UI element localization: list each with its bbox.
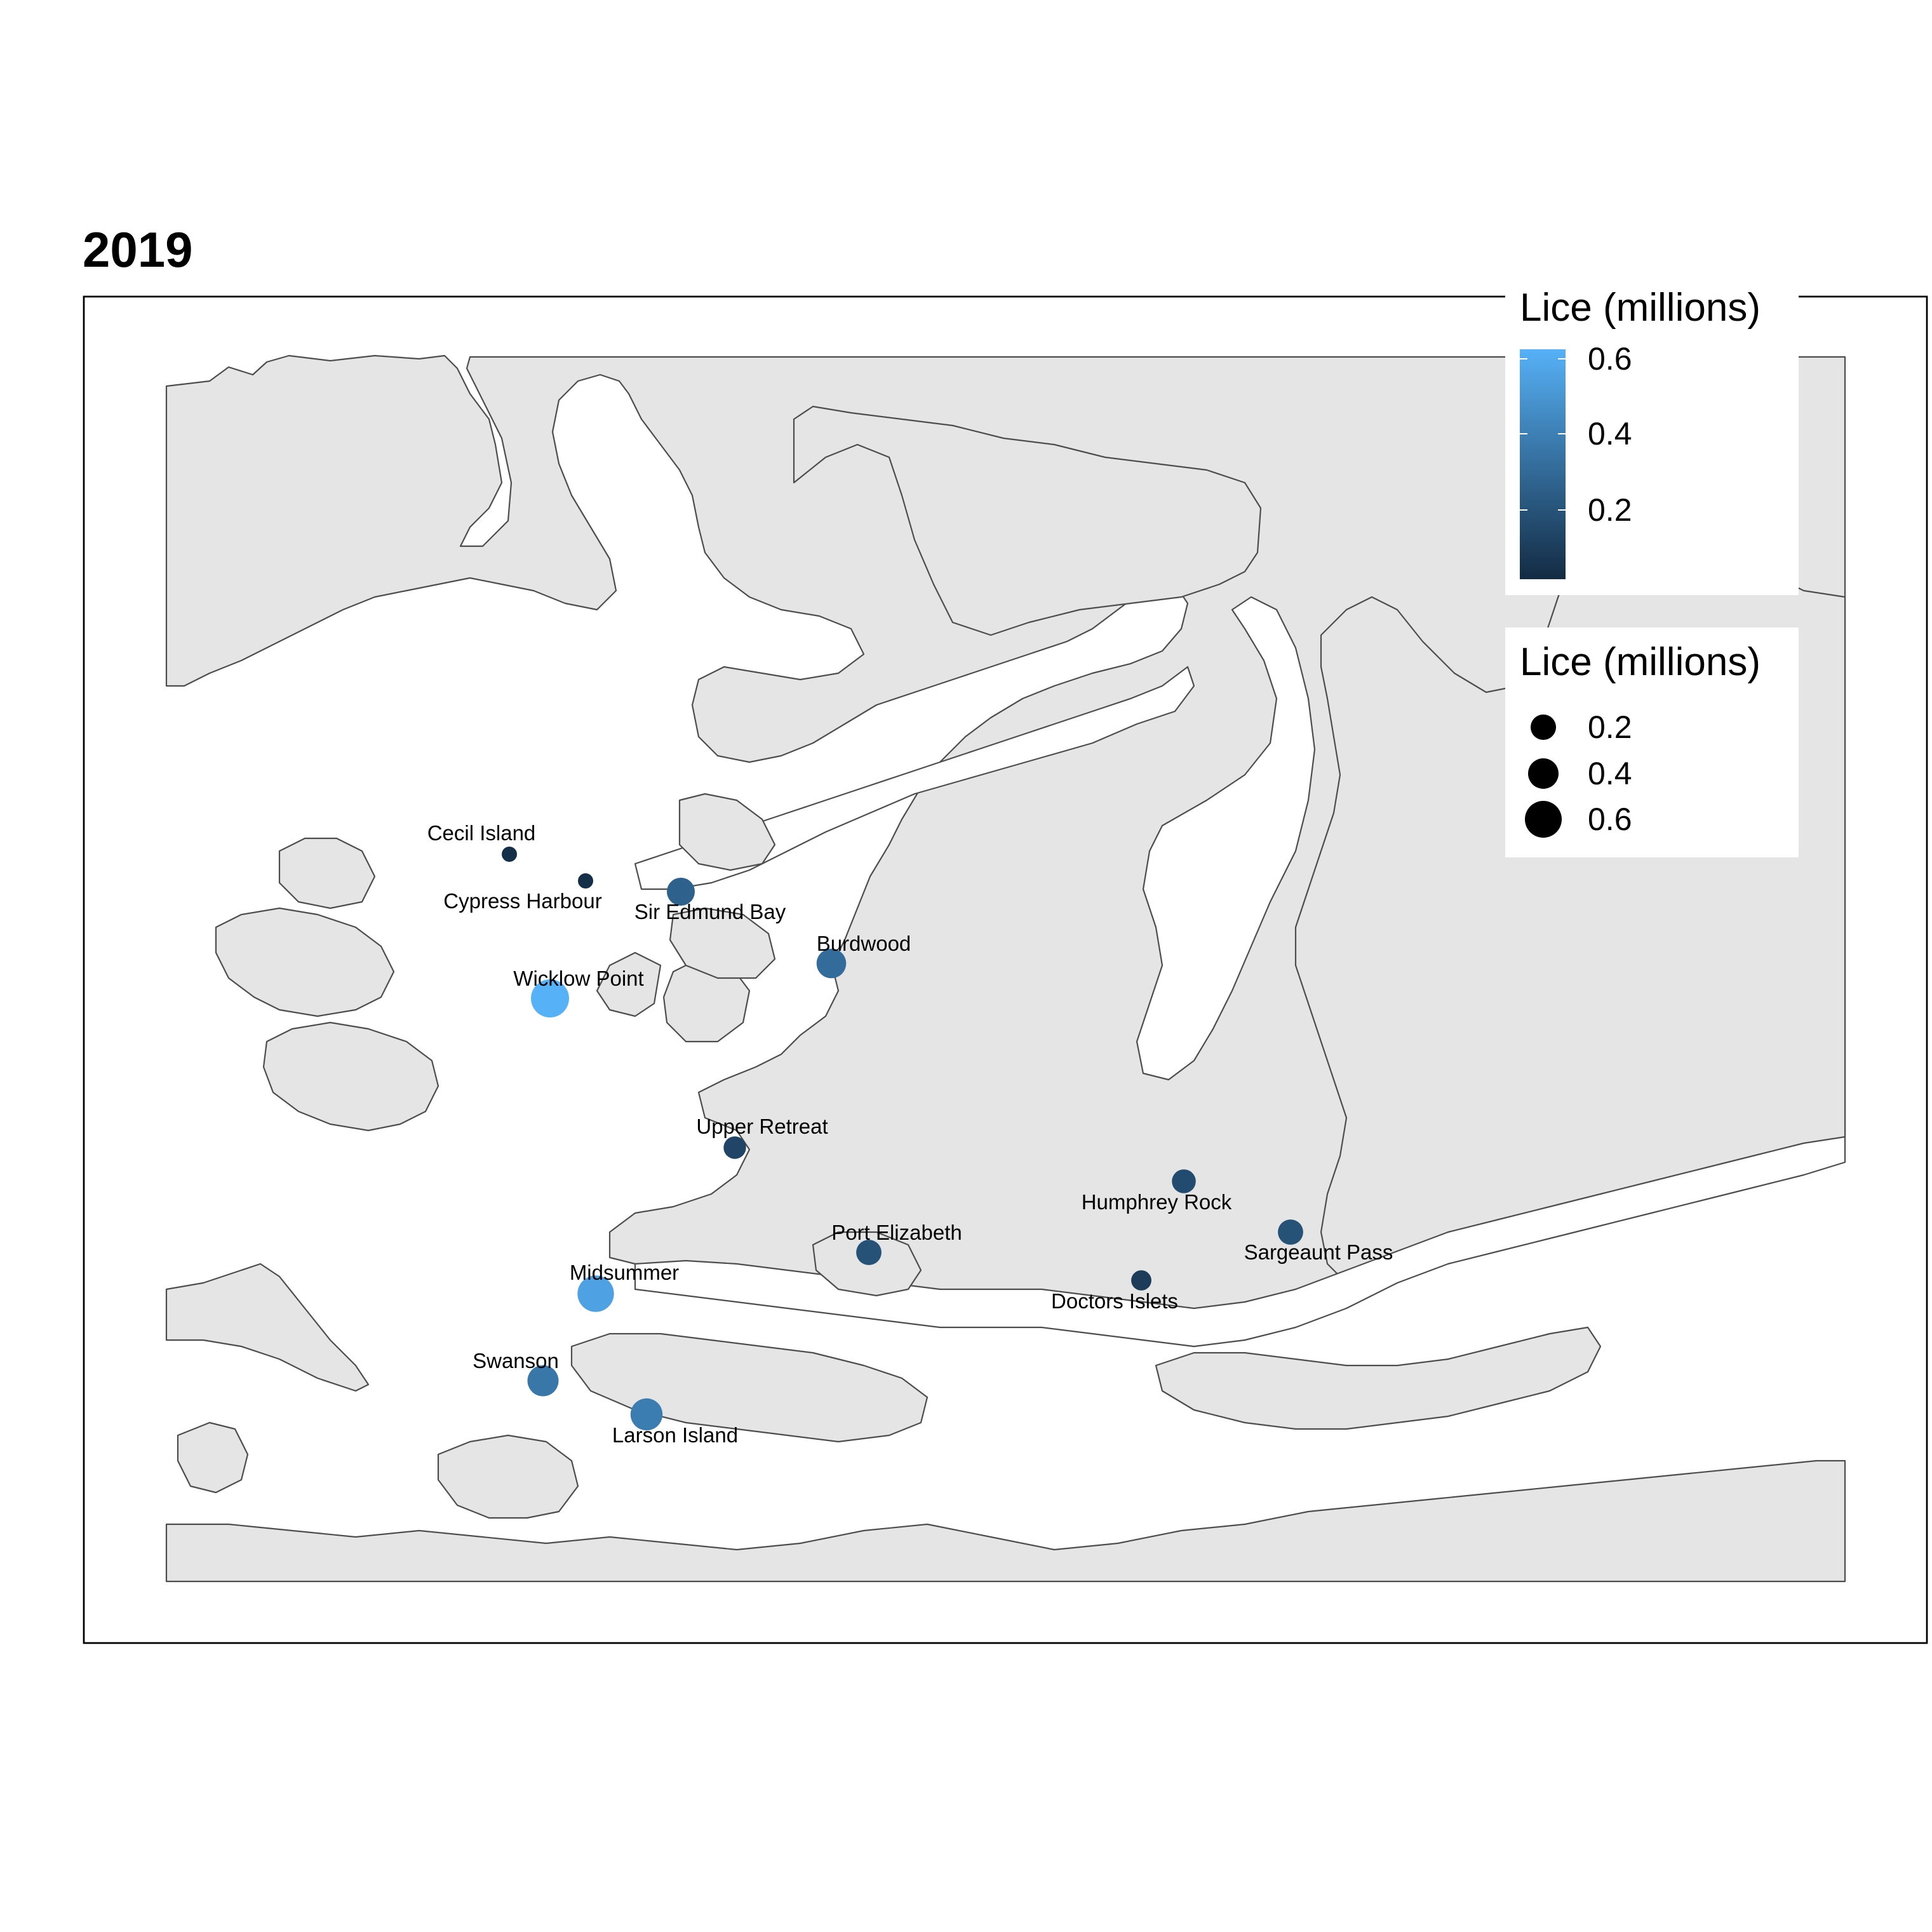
site-marker[interactable]: [1278, 1219, 1303, 1245]
island-west-2: [262, 1021, 439, 1132]
size-legend-tick: 0.2: [1588, 709, 1632, 745]
site-marker[interactable]: [527, 1365, 559, 1397]
size-legend-tick: 0.4: [1588, 756, 1632, 791]
island-south-4: [1155, 1326, 1602, 1430]
color-legend-tick: 0.4: [1588, 416, 1632, 452]
island-south-2: [437, 1434, 579, 1519]
color-legend: Lice (millions) 0.6 0.4 0.2: [1505, 286, 1799, 595]
color-legend-tick: 0.2: [1588, 492, 1632, 528]
site-label: Midsummer: [570, 1261, 679, 1284]
island-north-3: [678, 793, 776, 871]
island-south-1: [177, 1421, 249, 1494]
size-legend-dot: [1525, 801, 1562, 838]
site-label: Burdwood: [817, 932, 911, 955]
land-layer: [165, 354, 1846, 1583]
island-north-2: [596, 951, 662, 1017]
size-legend-dot: [1531, 714, 1556, 740]
island-north-4: [669, 907, 776, 979]
site-marker[interactable]: [502, 847, 517, 862]
site-label: Larson Island: [612, 1423, 738, 1447]
size-legend-dot: [1528, 758, 1559, 789]
east-land-upper: [1136, 596, 1316, 1081]
site-marker[interactable]: [723, 1136, 746, 1159]
site-label: Cypress Harbour: [443, 889, 601, 913]
site-label: Humphrey Rock: [1082, 1190, 1232, 1214]
northeast-land: [793, 405, 1262, 636]
site-label: Cecil Island: [427, 821, 536, 845]
site-label: Upper Retreat: [696, 1115, 828, 1138]
site-marker[interactable]: [577, 1275, 614, 1312]
site-marker[interactable]: [667, 878, 695, 906]
island-west-1: [215, 907, 395, 1017]
south-mainland: [165, 1459, 1846, 1583]
knight-inlet-water: [634, 666, 1195, 890]
site-marker[interactable]: [816, 948, 847, 979]
site-marker[interactable]: [1131, 1270, 1151, 1291]
island-north-1: [278, 837, 376, 909]
site-label: Sir Edmund Bay: [634, 900, 786, 923]
site-marker[interactable]: [630, 1398, 663, 1431]
color-legend-tick: 0.6: [1588, 341, 1632, 377]
site-label: Sargeaunt Pass: [1244, 1240, 1393, 1264]
site-label: Port Elizabeth: [831, 1221, 962, 1244]
site-marker[interactable]: [1172, 1169, 1196, 1193]
color-legend-bar: [1520, 349, 1566, 579]
site-marker[interactable]: [578, 873, 593, 889]
size-legend: Lice (millions) 0.2 0.4 0.6: [1505, 627, 1799, 857]
site-marker[interactable]: [531, 979, 569, 1017]
size-legend-tick: 0.6: [1588, 802, 1632, 837]
site-label: Doctors Islets: [1051, 1289, 1178, 1313]
color-legend-title: Lice (millions): [1520, 286, 1761, 330]
size-legend-title: Lice (millions): [1520, 640, 1761, 684]
site-label: Swanson: [473, 1349, 559, 1372]
sites-layer: Cecil Island Cypress Harbour Sir Edmund Ba…: [427, 821, 1393, 1447]
island-south-west: [165, 1263, 370, 1392]
site-label: Wicklow Point: [513, 967, 643, 990]
map-panel-frame: [83, 295, 1928, 1644]
site-marker[interactable]: [856, 1240, 882, 1265]
tribune-channel-water: [634, 1136, 1846, 1348]
plot-title: 2019: [83, 222, 193, 278]
